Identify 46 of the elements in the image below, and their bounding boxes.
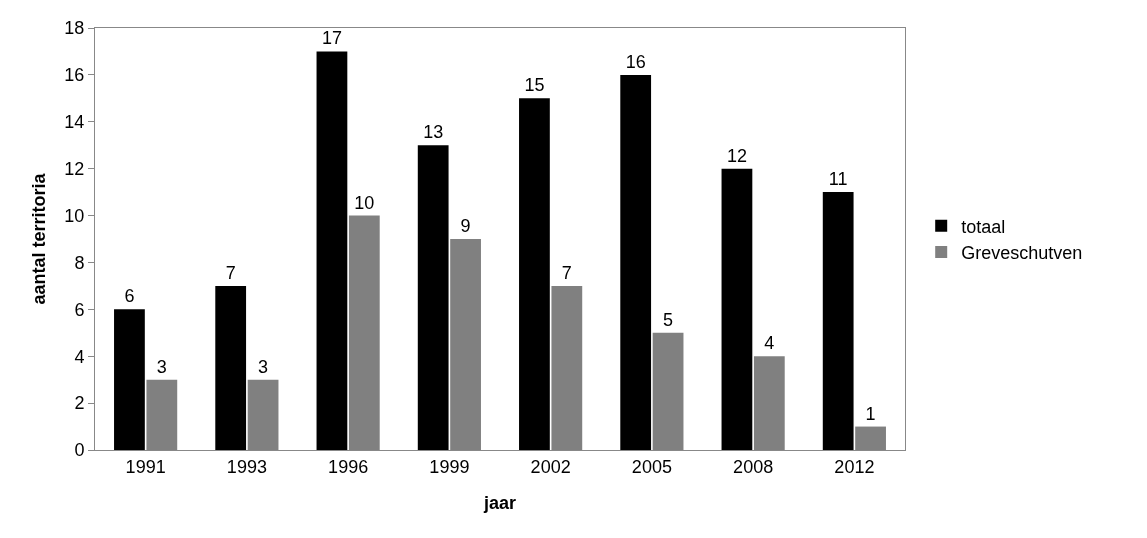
legend-label: totaal xyxy=(961,216,1006,237)
y-tick-label: 10 xyxy=(64,205,85,226)
y-tick-label: 14 xyxy=(64,112,85,133)
x-axis-title: jaar xyxy=(482,492,517,513)
x-tick-label: 1996 xyxy=(328,456,369,477)
x-tick-label: 2012 xyxy=(834,456,875,477)
data-label: 17 xyxy=(321,28,342,49)
x-tick-label: 1999 xyxy=(429,456,470,477)
data-label: 6 xyxy=(124,286,135,307)
y-tick-label: 0 xyxy=(74,440,85,461)
y-axis-title: aantal territoria xyxy=(28,172,49,305)
data-label: 10 xyxy=(354,192,375,213)
data-label: 3 xyxy=(258,356,269,377)
data-label: 13 xyxy=(423,122,444,143)
x-tick-label: 1991 xyxy=(125,456,166,477)
bar xyxy=(417,145,449,450)
x-tick-label: 1993 xyxy=(226,456,267,477)
x-tick-label: 2002 xyxy=(530,456,571,477)
data-label: 7 xyxy=(225,262,236,283)
data-label: 9 xyxy=(460,216,471,236)
data-label: 16 xyxy=(625,51,646,72)
bar xyxy=(519,98,550,450)
bar xyxy=(822,192,854,450)
y-tick-label: 12 xyxy=(64,158,85,179)
bar xyxy=(215,285,247,450)
data-label: 7 xyxy=(561,262,572,283)
data-label: 3 xyxy=(156,356,167,377)
data-label: 12 xyxy=(726,145,747,166)
y-tick-label: 2 xyxy=(74,393,85,414)
data-label: 11 xyxy=(828,169,848,190)
bar xyxy=(620,74,652,450)
legend-label: Greveschutven xyxy=(961,243,1083,264)
bar xyxy=(316,51,348,450)
data-label: 15 xyxy=(524,75,545,96)
y-tick-label: 6 xyxy=(74,299,85,320)
y-tick-label: 16 xyxy=(64,65,85,86)
x-tick-label: 2008 xyxy=(733,456,774,477)
bar xyxy=(721,168,753,450)
y-tick-label: 18 xyxy=(64,18,85,39)
data-label: 1 xyxy=(865,403,876,424)
data-label: 4 xyxy=(764,333,775,354)
x-tick-label: 2005 xyxy=(631,456,672,477)
bar xyxy=(114,309,145,450)
y-tick-label: 8 xyxy=(74,252,85,273)
y-tick-label: 4 xyxy=(74,346,85,367)
data-label: 5 xyxy=(663,309,674,330)
